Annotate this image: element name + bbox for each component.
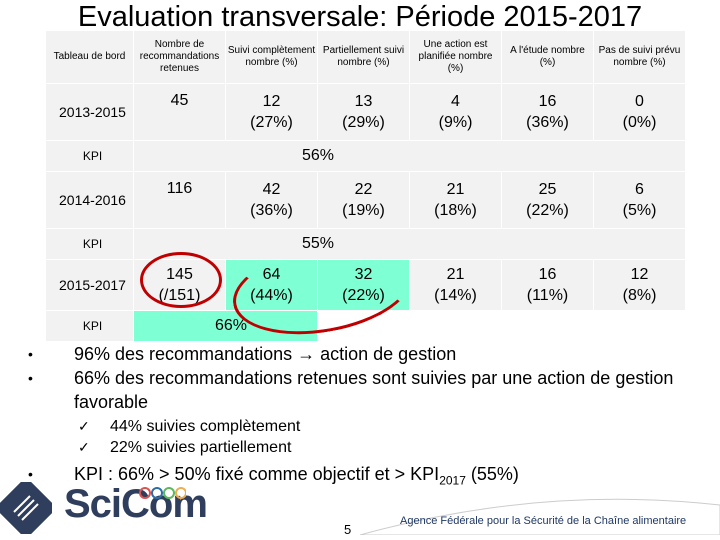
kpi-value: 66%: [133, 310, 318, 342]
bullet-item: • 96% des recommandations → action de ges…: [28, 344, 457, 364]
scicom-mark-icon: [0, 482, 52, 534]
cell-fully: 12 (27%): [225, 83, 318, 141]
header-dashboard: Tableau de bord: [45, 30, 134, 84]
header-action-planned: Une action est planifiée nombre (%): [409, 30, 502, 84]
cell-none: 12 (8%): [593, 259, 686, 311]
cell-fully: 42 (36%): [225, 171, 318, 229]
kpi-row: KPI 55%: [45, 228, 686, 260]
bullet-list: • 96% des recommandations → action de ges…: [28, 342, 708, 493]
table-row: 2015-2017 145 (/151) 64 (44%) 32 (22%) 21 (1…: [45, 259, 686, 311]
header-partially-followed: Partiellement suivi nombre (%): [317, 30, 410, 84]
checkmark-icon: ✓: [78, 439, 90, 455]
cell-study: 16 (11%): [501, 259, 594, 311]
kpi-label: KPI: [45, 310, 134, 342]
agency-name: Agence Fédérale pour la Sécurité de la C…: [400, 515, 687, 527]
cell-partially: 13 (29%): [317, 83, 410, 141]
cell-recommendations: 116: [133, 171, 226, 229]
checkmark-icon: ✓: [78, 418, 90, 434]
bullet-item: • 66% des recommandations retenues sont s…: [28, 368, 674, 412]
row-label: 2014-2016: [45, 171, 134, 229]
cell-none: 6 (5%): [593, 171, 686, 229]
header-fully-followed: Suivi complètement nombre (%): [225, 30, 318, 84]
page-number: 5: [344, 522, 352, 537]
sub-bullet-item: ✓ 22% suivies partiellement: [78, 439, 292, 456]
cell-study: 25 (22%): [501, 171, 594, 229]
kpi-row: KPI 66%: [45, 310, 686, 342]
cell-study: 16 (36%): [501, 83, 594, 141]
table-header-row: Tableau de bord Nombre de recommandation…: [45, 30, 686, 84]
kpi-empty: [317, 310, 686, 342]
kpi-label: KPI: [45, 228, 134, 260]
logo-circles-icon: [139, 487, 186, 499]
table-row: 2013-2015 45 12 (27%) 13 (29%) 4 (9%) 16 (36…: [45, 83, 686, 141]
cell-none: 0 (0%): [593, 83, 686, 141]
row-label: 2013-2015: [45, 83, 134, 141]
header-under-study: A l'étude nombre (%): [501, 30, 594, 84]
cell-planned: 21 (14%): [409, 259, 502, 311]
footer-curve: [360, 498, 720, 535]
cell-planned: 4 (9%): [409, 83, 502, 141]
cell-partially: 22 (19%): [317, 171, 410, 229]
kpi-label: KPI: [45, 140, 134, 172]
cell-partially: 32 (22%): [317, 259, 410, 311]
table-row: 2014-2016 116 42 (36%) 22 (19%) 21 (18%) 25…: [45, 171, 686, 229]
cell-fully: 64 (44%): [225, 259, 318, 311]
cell-recommendations: 145 (/151): [133, 259, 226, 311]
row-label: 2015-2017: [45, 259, 134, 311]
header-recommendations: Nombre de recommandations retenues: [133, 30, 226, 84]
cell-planned: 21 (18%): [409, 171, 502, 229]
sub-bullet-item: ✓ 44% suivies complètement: [78, 418, 301, 435]
cell-recommendations: 45: [133, 83, 226, 141]
kpi-row: KPI 56%: [45, 140, 686, 172]
bullet-item: • KPI : 66% > 50% fixé comme objectif et …: [28, 464, 519, 488]
header-no-follow-up: Pas de suivi prévu nombre (%): [593, 30, 686, 84]
kpi-value: 55%: [133, 228, 686, 260]
kpi-value: 56%: [133, 140, 686, 172]
slide-title: Evaluation transversale: Période 2015-20…: [77, 1, 643, 33]
evaluation-table: Tableau de bord Nombre de recommandation…: [45, 30, 686, 342]
